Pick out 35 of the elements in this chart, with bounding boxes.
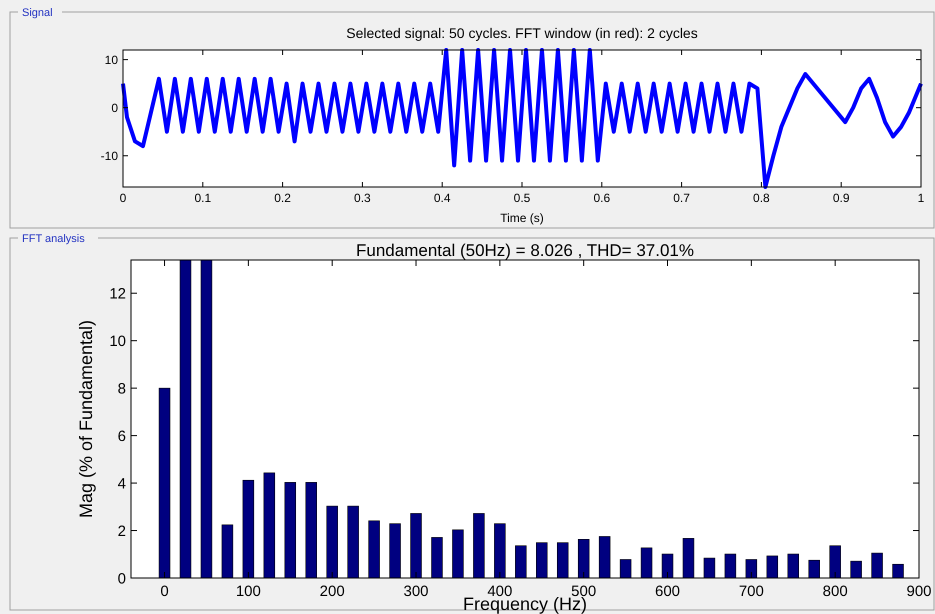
x-tick-label: 200 — [320, 583, 345, 600]
chart-title: Fundamental (50Hz) = 8.026 , THD= 37.01% — [356, 241, 694, 260]
y-tick-label: 10 — [109, 332, 126, 350]
y-tick-label: 0 — [111, 100, 118, 115]
y-tick-label: -10 — [100, 148, 118, 163]
x-tick-label: 0 — [160, 583, 169, 600]
x-tick-label: 0.1 — [194, 191, 212, 205]
y-tick-label: 8 — [118, 380, 126, 398]
x-tick-label: 900 — [906, 583, 932, 600]
x-tick-label: 0.3 — [354, 191, 372, 205]
x-tick-label: 700 — [738, 583, 764, 600]
x-axis-title: Time (s) — [500, 211, 544, 225]
y-tick-label: 4 — [118, 475, 126, 492]
y-tick-label: 6 — [118, 428, 126, 445]
x-tick-label: 300 — [404, 583, 429, 600]
x-tick-label: 0.9 — [832, 191, 850, 205]
text: FFT analysis — [22, 233, 86, 245]
text: Signal — [22, 7, 53, 19]
x-tick-label: 600 — [654, 583, 680, 600]
x-tick-label: 0.7 — [673, 191, 690, 205]
y-tick-label: 12 — [109, 285, 126, 302]
x-tick-label: 0.6 — [593, 191, 610, 205]
y-axis-title: Mag (% of Fundamental) — [76, 320, 96, 518]
x-tick-label: 0.5 — [514, 191, 531, 205]
y-tick-label: 0 — [118, 570, 126, 588]
x-tick-label: 800 — [822, 583, 848, 600]
y-tick-label: 2 — [118, 522, 126, 540]
y-tick-label: 10 — [104, 52, 118, 67]
x-tick-label: 0.4 — [434, 191, 451, 205]
x-tick-label: 0.2 — [274, 191, 292, 205]
x-tick-label: 1 — [918, 191, 925, 205]
x-tick-label: 400 — [487, 583, 512, 600]
x-tick-label: 0.8 — [753, 191, 770, 205]
chart-title: Selected signal: 50 cycles. FFT window (in red): 2 cycles — [346, 25, 698, 41]
x-tick-label: 100 — [236, 583, 261, 600]
